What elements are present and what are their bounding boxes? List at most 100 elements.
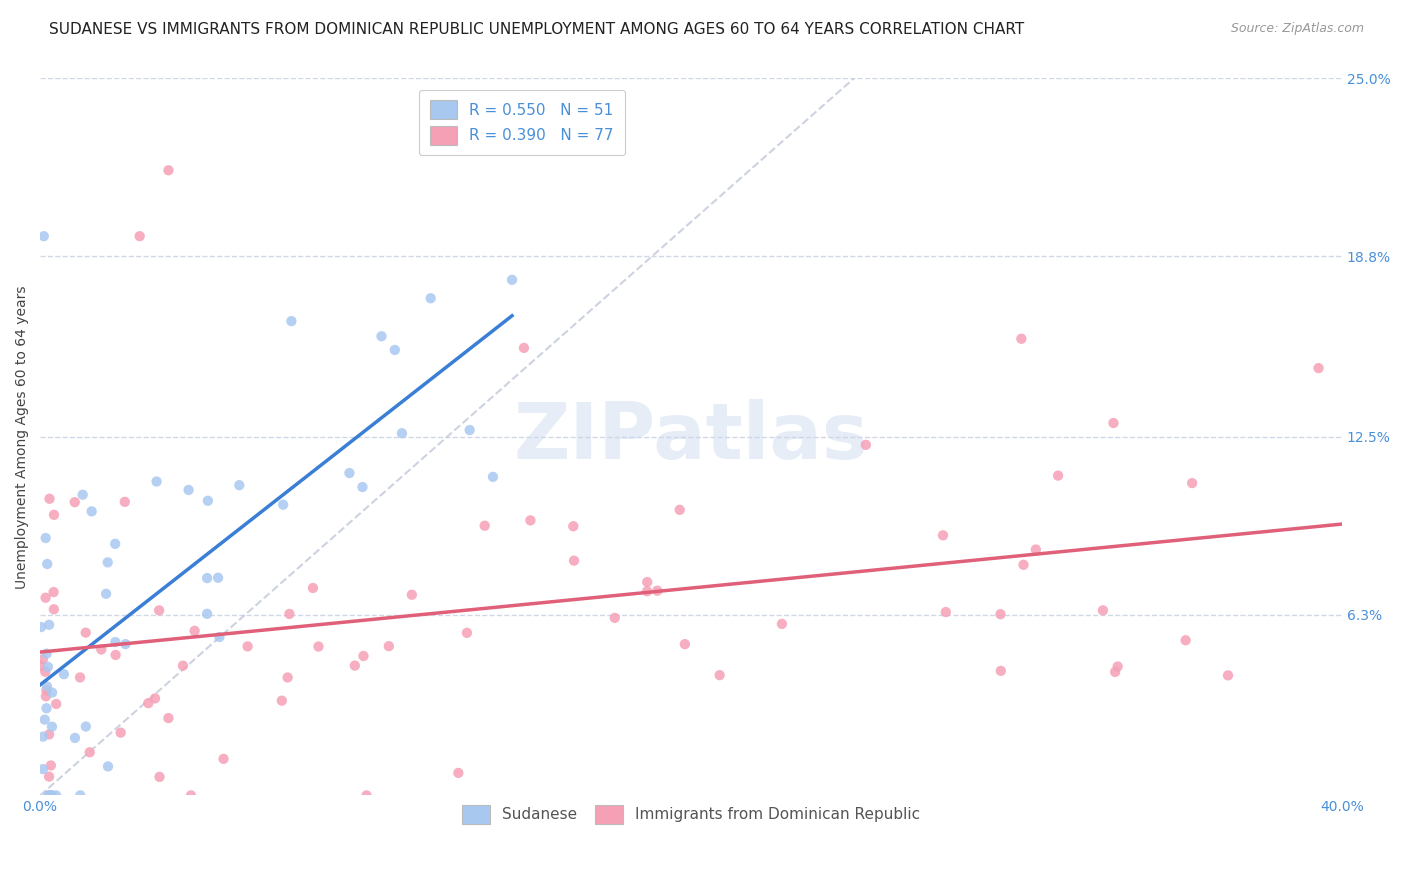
Point <box>148 770 170 784</box>
Point <box>1012 558 1035 572</box>
Point <box>1216 668 1239 682</box>
Point <box>52 667 75 681</box>
Point <box>668 503 690 517</box>
Point <box>63 495 86 509</box>
Point <box>34 665 56 679</box>
Point <box>37 660 59 674</box>
Point <box>636 584 658 599</box>
Point <box>1091 603 1114 617</box>
Point <box>456 625 478 640</box>
Point <box>35 531 58 545</box>
Point <box>38 789 60 803</box>
Text: Source: ZipAtlas.com: Source: ZipAtlas.com <box>1230 22 1364 36</box>
Point <box>195 571 218 585</box>
Point <box>35 647 58 661</box>
Point <box>32 762 55 776</box>
Point <box>519 513 541 527</box>
Point <box>38 789 60 803</box>
Point <box>145 475 167 489</box>
Point <box>38 789 60 803</box>
Point <box>42 602 65 616</box>
Point <box>34 713 56 727</box>
Point <box>94 587 117 601</box>
Point <box>307 640 329 654</box>
Point <box>143 691 166 706</box>
Point <box>35 701 58 715</box>
Point <box>157 163 180 178</box>
Point <box>45 697 67 711</box>
Point <box>97 759 120 773</box>
Point <box>75 625 97 640</box>
Point <box>63 731 86 745</box>
Point <box>41 789 63 803</box>
Point <box>37 557 59 571</box>
Point <box>75 720 97 734</box>
Point <box>212 752 235 766</box>
Point <box>42 585 65 599</box>
Point <box>104 635 127 649</box>
Point <box>90 642 112 657</box>
Point <box>270 693 292 707</box>
Point <box>207 571 229 585</box>
Point <box>32 229 55 244</box>
Point <box>343 658 366 673</box>
Point <box>30 620 52 634</box>
Point <box>39 758 62 772</box>
Point <box>69 670 91 684</box>
Point <box>990 664 1012 678</box>
Point <box>39 789 62 803</box>
Point <box>990 607 1012 622</box>
Point <box>458 423 481 437</box>
Point <box>280 314 302 328</box>
Point <box>69 789 91 803</box>
Point <box>370 329 392 343</box>
Point <box>603 611 626 625</box>
Point <box>352 480 374 494</box>
Point <box>236 640 259 654</box>
Point <box>38 491 60 506</box>
Point <box>391 426 413 441</box>
Point <box>80 504 103 518</box>
Point <box>1010 332 1032 346</box>
Point <box>932 528 955 542</box>
Point <box>114 495 136 509</box>
Point <box>30 658 52 673</box>
Point <box>228 478 250 492</box>
Point <box>636 575 658 590</box>
Point <box>72 488 94 502</box>
Point <box>384 343 406 357</box>
Point <box>38 770 60 784</box>
Point <box>501 273 523 287</box>
Point <box>647 583 669 598</box>
Point <box>513 341 536 355</box>
Point <box>32 652 55 666</box>
Text: SUDANESE VS IMMIGRANTS FROM DOMINICAN REPUBLIC UNEMPLOYMENT AMONG AGES 60 TO 64 : SUDANESE VS IMMIGRANTS FROM DOMINICAN RE… <box>49 22 1025 37</box>
Point <box>34 591 56 605</box>
Point <box>401 588 423 602</box>
Point <box>79 745 101 759</box>
Point <box>353 648 375 663</box>
Y-axis label: Unemployment Among Ages 60 to 64 years: Unemployment Among Ages 60 to 64 years <box>15 285 30 589</box>
Point <box>474 518 496 533</box>
Point <box>38 617 60 632</box>
Point <box>1102 416 1125 430</box>
Point <box>673 637 696 651</box>
Point <box>136 696 159 710</box>
Point <box>770 616 793 631</box>
Point <box>562 519 585 533</box>
Point <box>1047 468 1070 483</box>
Point <box>271 498 294 512</box>
Point <box>183 624 205 638</box>
Point <box>104 648 127 662</box>
Legend: Sudanese, Immigrants from Dominican Republic: Sudanese, Immigrants from Dominican Repu… <box>451 795 931 834</box>
Point <box>1174 633 1197 648</box>
Point <box>42 508 65 522</box>
Point <box>45 789 67 803</box>
Point <box>419 291 441 305</box>
Point <box>935 605 957 619</box>
Point <box>114 637 136 651</box>
Point <box>35 683 58 698</box>
Point <box>41 720 63 734</box>
Point <box>208 630 231 644</box>
Point <box>35 690 58 704</box>
